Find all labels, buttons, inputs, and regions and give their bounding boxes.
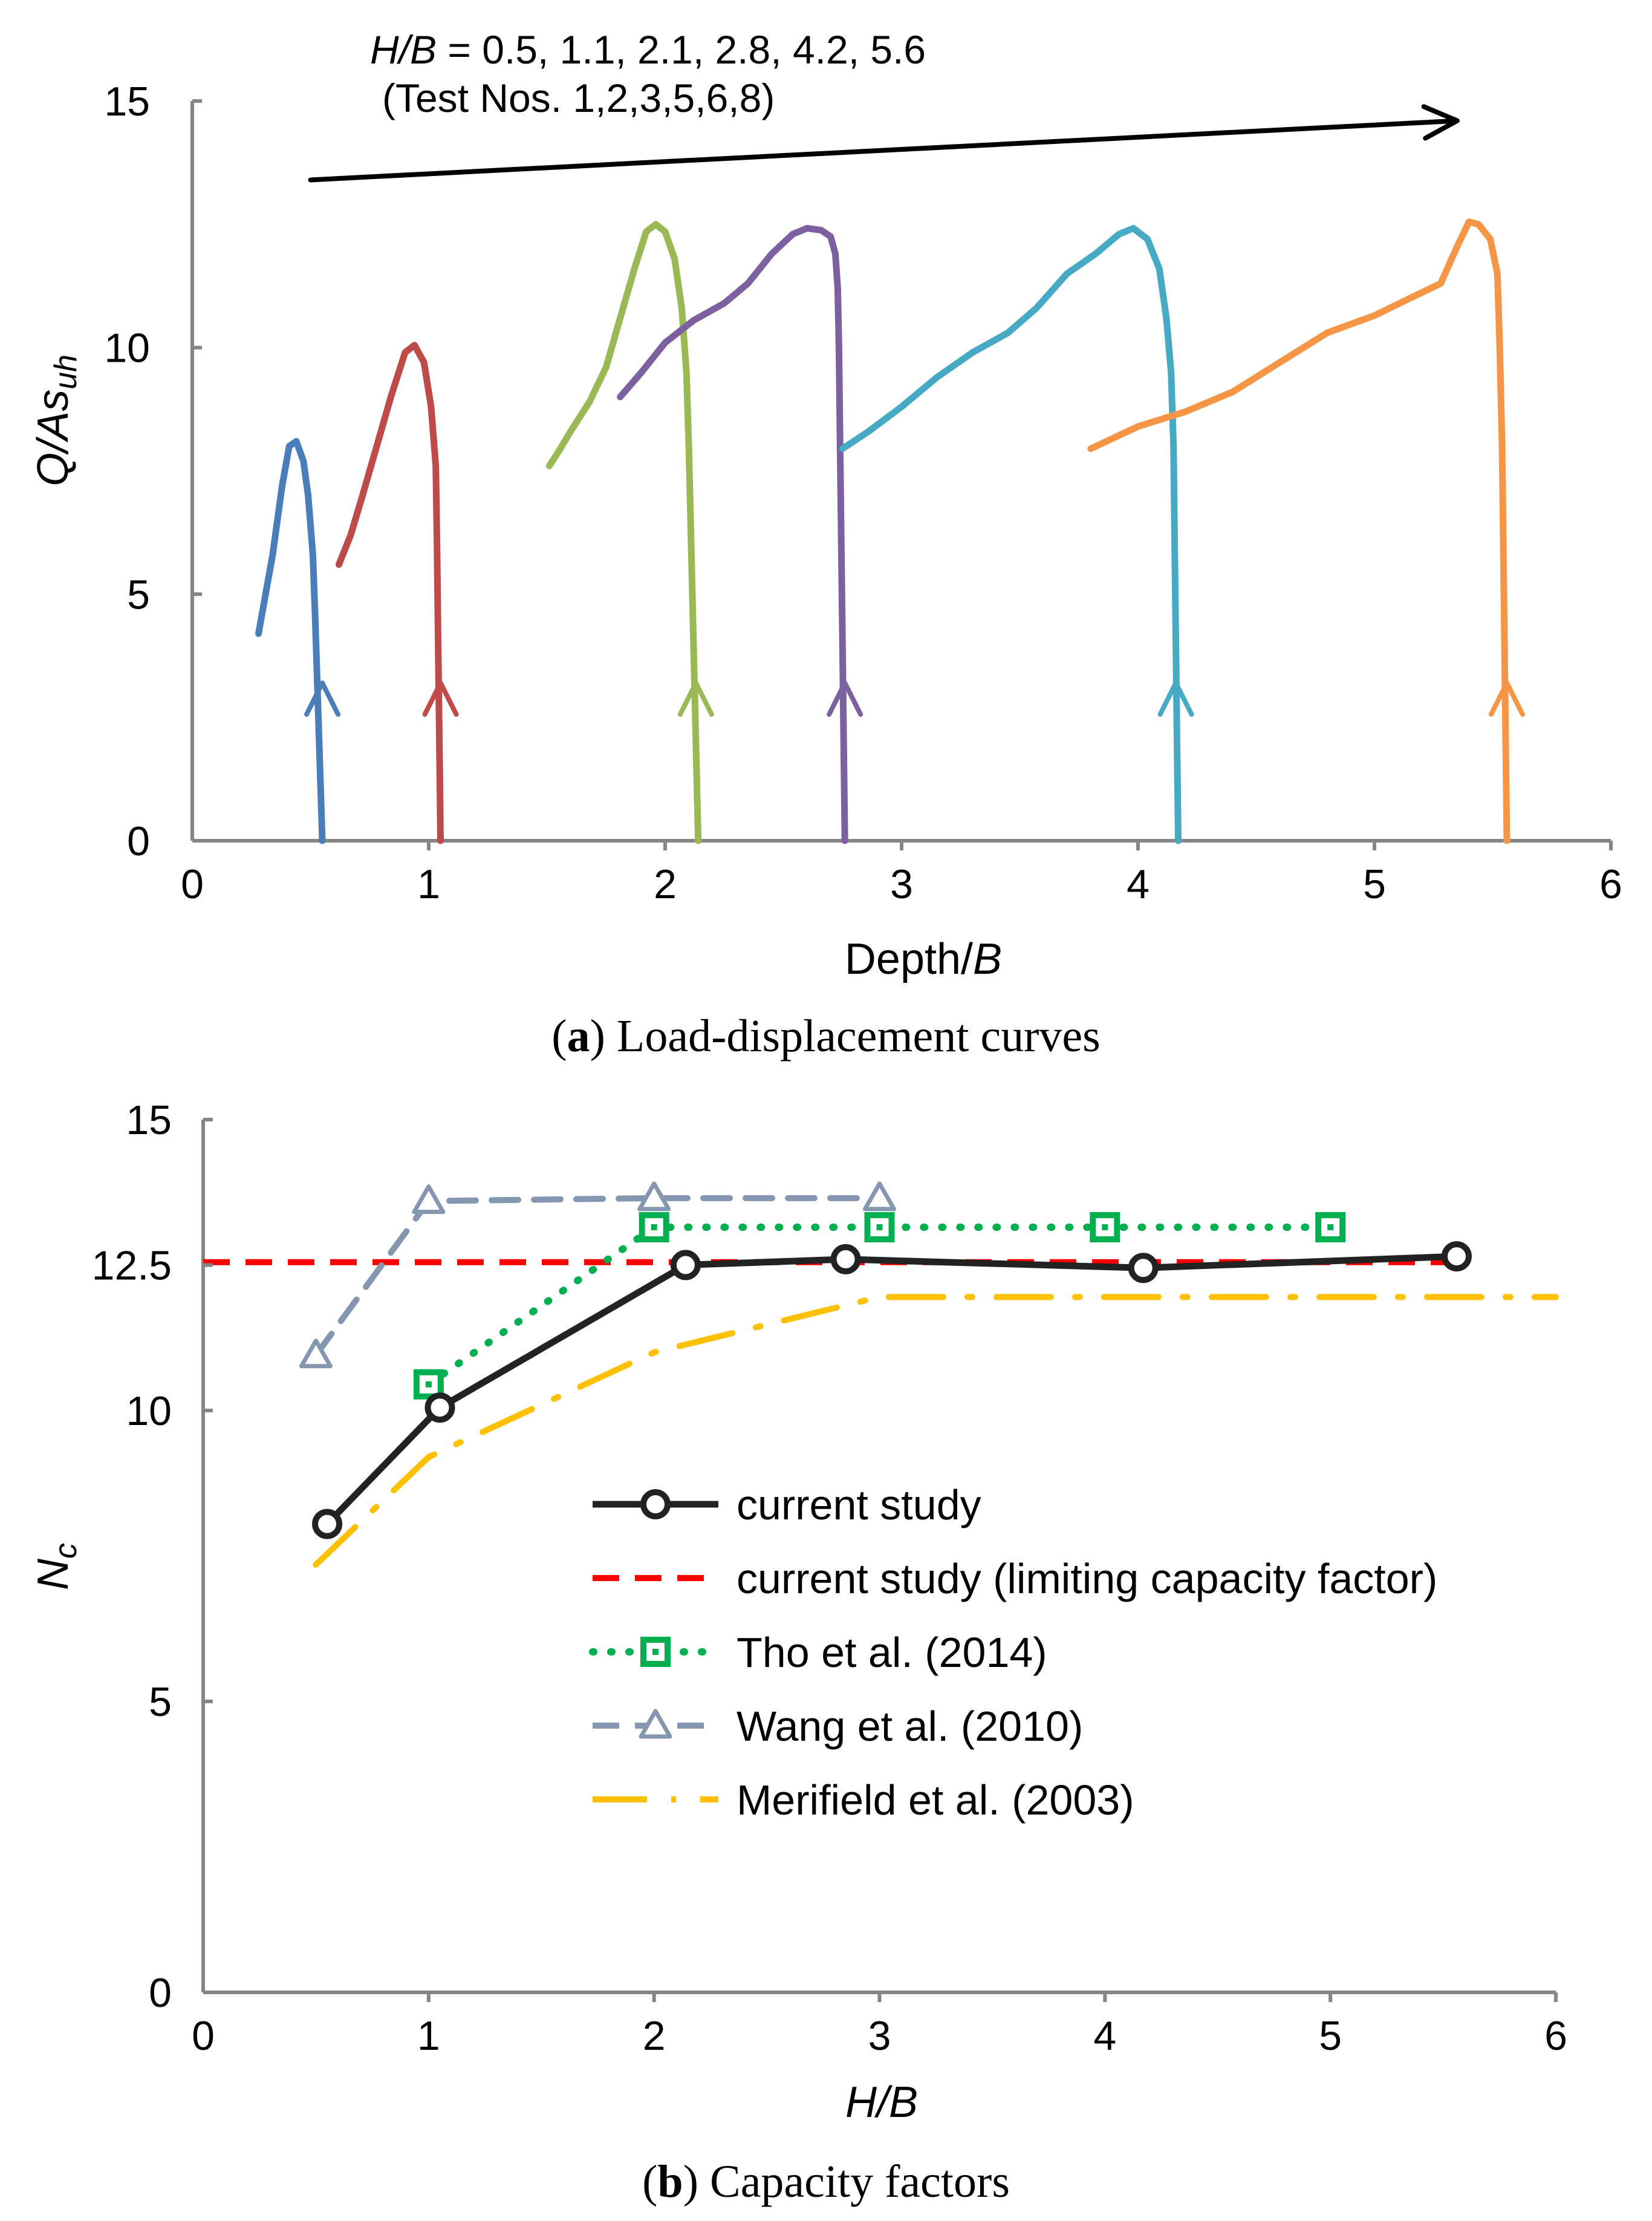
x-tick-label: 2 [654, 861, 677, 907]
x-tick-label: 5 [1363, 861, 1386, 907]
data-point-marker [312, 1508, 343, 1539]
series-tho-et-al-2014 [413, 1212, 1346, 1400]
legend-entry: Merifield et al. (2003) [593, 1776, 1134, 1824]
load-direction-arrow-2 [422, 680, 459, 717]
data-point-marker [1090, 1212, 1120, 1242]
x-tick-label: 3 [868, 2013, 891, 2059]
load-curve-4 [617, 224, 848, 844]
y-tick-label: 0 [127, 818, 150, 864]
y-tick-label: 5 [149, 1679, 172, 1725]
data-point-marker [637, 1181, 671, 1212]
x-tick-label: 3 [890, 861, 913, 907]
legend-entry: Wang et al. (2010) [593, 1703, 1083, 1750]
series-merifield-et-al-2003 [313, 1294, 1559, 1568]
load-curve-3 [545, 221, 702, 844]
data-point-marker [412, 1184, 446, 1215]
series-current-study [312, 1241, 1472, 1539]
data-point-marker [830, 1244, 861, 1274]
data-point-marker [864, 1212, 895, 1242]
annotation-arrow [308, 104, 1460, 183]
data-point-marker [1441, 1241, 1472, 1272]
annotation-line-2: (Test Nos. 1,2,3,5,6,8) [382, 76, 775, 120]
legend-entry: Tho et al. (2014) [589, 1629, 1047, 1676]
y-tick-label: 12.5 [92, 1243, 172, 1289]
x-tick-label: 1 [417, 2013, 440, 2059]
chart-b-series [203, 1181, 1559, 1568]
caption-a: (a) Load-displacement curves [551, 1011, 1100, 1062]
annotation-line-1: H/B = 0.5, 1.1, 2.1, 2.8, 4.2, 5.6 [370, 27, 926, 72]
data-point-marker [413, 1369, 444, 1400]
legend-marker [639, 1709, 672, 1739]
load-curve-1 [255, 438, 326, 844]
legend-label: current study [737, 1481, 981, 1528]
series-line [424, 1224, 1335, 1388]
x-tick-label: 4 [1093, 2013, 1116, 2059]
chart-b-y-axis-label: Nc [29, 1543, 83, 1590]
y-tick-label: 15 [104, 79, 150, 125]
data-point-marker [1315, 1212, 1346, 1242]
y-tick-label: 5 [127, 572, 150, 618]
legend-marker [640, 1489, 671, 1519]
x-tick-label: 0 [181, 861, 204, 907]
chart-b-ticks: 0 1 2 3 4 5 6 0 5 10 12.5 15 [92, 1097, 1567, 2059]
load-direction-arrow-3 [677, 680, 714, 717]
x-tick-label: 2 [643, 2013, 666, 2059]
y-tick-label: 0 [149, 1970, 172, 2016]
data-point-marker [670, 1250, 701, 1280]
data-point-marker [863, 1181, 896, 1212]
chart-a-x-axis-label: Depth/B [845, 935, 1002, 983]
y-tick-label: 15 [126, 1097, 172, 1143]
chart-a-annotation: H/B = 0.5, 1.1, 2.1, 2.8, 4.2, 5.6 (Test… [308, 27, 1460, 183]
data-point-marker [299, 1339, 333, 1369]
series-line [324, 1253, 1460, 1528]
legend-label: Wang et al. (2010) [737, 1703, 1083, 1750]
chart-a-ticks: 0 1 2 3 4 5 6 0 5 10 15 [104, 79, 1622, 907]
x-tick-label: 6 [1544, 2013, 1567, 2059]
legend-label: Merifield et al. (2003) [737, 1776, 1134, 1824]
legend-entry: current study [593, 1481, 981, 1528]
data-point-marker [1128, 1253, 1159, 1283]
series-line [313, 1195, 883, 1358]
x-tick-label: 0 [192, 2013, 215, 2059]
load-direction-arrow-5 [1157, 680, 1194, 717]
load-direction-arrow-4 [827, 680, 863, 717]
y-tick-label: 10 [104, 325, 150, 371]
chart-a-series [255, 218, 1525, 844]
legend-entry: current study (limiting capacity factor) [593, 1555, 1437, 1602]
series-line [313, 1294, 1559, 1568]
chart-b-legend: current study current study (limiting cap… [589, 1481, 1437, 1824]
y-tick-label: 10 [126, 1388, 172, 1434]
chart-a-y-axis-label: Q/Asuh [29, 354, 83, 486]
chart-b-x-axis-label: H/B [845, 2078, 918, 2127]
chart-a-axes [190, 101, 1611, 843]
load-curve-2 [335, 342, 444, 844]
data-point-marker [639, 1212, 669, 1242]
legend-label: Tho et al. (2014) [737, 1629, 1047, 1676]
series-wang-et-al-2010 [299, 1181, 896, 1369]
x-tick-label: 1 [417, 861, 440, 907]
legend-label: current study (limiting capacity factor) [737, 1555, 1437, 1602]
x-tick-label: 4 [1127, 861, 1150, 907]
caption-b: (b) Capacity factors [642, 2156, 1010, 2207]
legend-marker [640, 1637, 671, 1667]
load-direction-arrow-1 [304, 680, 341, 717]
load-curve-5 [839, 224, 1182, 844]
chart-a: 0 1 2 3 4 5 6 0 5 10 15 H/B = 0.5, 1.1, 2.1, 2.8, … [29, 27, 1622, 1062]
load-direction-arrow-6 [1488, 680, 1525, 717]
data-point-marker [424, 1392, 455, 1423]
x-tick-label: 5 [1319, 2013, 1342, 2059]
x-tick-label: 6 [1599, 861, 1622, 907]
load-curve-6 [1087, 218, 1511, 844]
